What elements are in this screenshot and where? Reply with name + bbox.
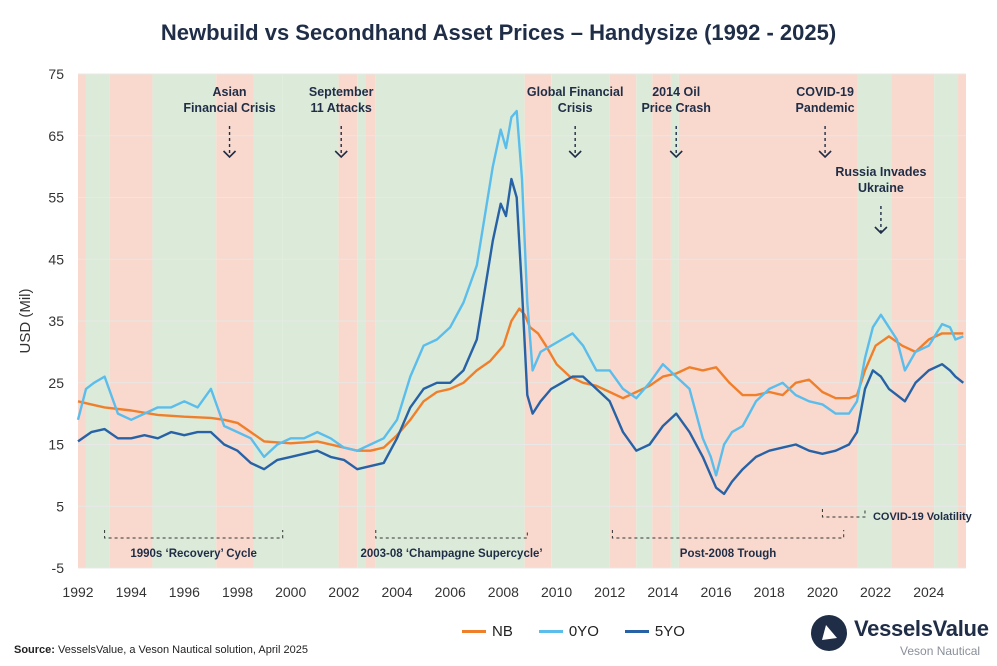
legend-swatch-0yo (538, 630, 563, 633)
x-tick-label: 1996 (169, 584, 200, 600)
y-tick-label: 65 (48, 128, 64, 144)
x-tick-label: 2008 (488, 584, 519, 600)
annotation-label: Financial Crisis (183, 101, 275, 115)
x-tick-label: 2006 (435, 584, 466, 600)
y-tick-label: 35 (48, 313, 64, 329)
source-note: Source: VesselsValue, a Veson Nautical s… (14, 644, 308, 656)
x-tick-label: 1998 (222, 584, 253, 600)
annotation-arrow-head (334, 150, 348, 159)
series-line-0yo (76, 109, 964, 477)
brand-name: VesselsValue (854, 616, 989, 641)
annotation-arrow-head (818, 150, 832, 159)
vesselsvalue-logo-icon (811, 615, 847, 651)
y-tick-label: 55 (48, 190, 64, 206)
x-tick-label: 2012 (594, 584, 625, 600)
x-tick-label: 1992 (62, 584, 93, 600)
period-bracket (104, 530, 284, 539)
legend-label-nb: NB (492, 623, 513, 640)
legend: NB 0YO 5YO (462, 623, 685, 640)
annotation-label: Crisis (558, 101, 593, 115)
legend-item-5yo: 5YO (624, 623, 685, 640)
period-bracket (375, 530, 528, 539)
annotation-arrow-head (874, 226, 888, 235)
period-label: 1990s ‘Recovery’ Cycle (130, 548, 257, 560)
y-tick-label: 15 (48, 437, 64, 453)
annotation-label: Russia Invades (835, 165, 926, 179)
y-tick-label: 25 (48, 375, 64, 391)
annotation-label: Ukraine (858, 181, 904, 195)
y-tick-label: 5 (56, 498, 64, 514)
source-label: Source: (14, 644, 55, 656)
x-tick-label: 2002 (328, 584, 359, 600)
annotation-label: Price Crash (641, 101, 710, 115)
y-axis-label: USD (Mil) (17, 289, 34, 354)
axes: -5 5 15 25 35 45 55 65 75 1992 1994 1996 1998 2000 200… (17, 66, 945, 600)
y-tick-label: 45 (48, 251, 64, 267)
x-tick-label: 2014 (647, 584, 678, 600)
annotation-label: Pandemic (796, 101, 855, 115)
x-tick-label: 2010 (541, 584, 572, 600)
legend-item-nb: NB (462, 623, 513, 640)
period-label: 2003-08 ‘Champagne Supercycle’ (360, 548, 542, 560)
annotation-label: 2014 Oil (652, 85, 700, 99)
annotation-label: 11 Attacks (311, 101, 372, 115)
x-tick-label: 1994 (116, 584, 147, 600)
legend-swatch-5yo (624, 630, 649, 633)
period-label: COVID-19 Volatility (873, 511, 973, 523)
series-lines (76, 109, 965, 496)
brand-sub: Veson Nautical (900, 644, 981, 658)
brand-logo: VesselsValue Veson Nautical (808, 610, 989, 662)
legend-swatch-nb (462, 630, 486, 633)
legend-label-5yo: 5YO (654, 623, 685, 640)
period-bracket (821, 509, 866, 518)
annotation-arrow-head (568, 150, 582, 159)
annotation-label: COVID-19 (796, 85, 854, 99)
x-tick-label: 2004 (381, 584, 412, 600)
annotation-label: Global Financial (527, 85, 624, 99)
period-label: Post-2008 Trough (680, 548, 777, 560)
x-tick-label: 2020 (807, 584, 838, 600)
source-text: VesselsValue, a Veson Nautical solution,… (58, 644, 308, 656)
annotations: Asian Financial Crisis September 11 Attacks… (183, 85, 926, 235)
legend-item-0yo: 0YO (538, 623, 599, 640)
annotation-arrow-head (222, 150, 237, 159)
x-tick-label: 2018 (754, 584, 785, 600)
annotation-label: Asian (213, 85, 247, 99)
legend-label-0yo: 0YO (568, 623, 599, 640)
x-tick-label: 2016 (701, 584, 732, 600)
y-tick-label: -5 (52, 560, 65, 576)
annotation-label: September (309, 85, 374, 99)
y-tick-label: 75 (48, 66, 64, 82)
x-tick-label: 2024 (913, 584, 944, 600)
period-brackets: 1990s ‘Recovery’ Cycle 2003-08 ‘Champagne… (104, 509, 973, 560)
series-line-5yo (77, 177, 965, 496)
x-tick-label: 2022 (860, 584, 891, 600)
chart-title: Newbuild vs Secondhand Asset Prices – Ha… (160, 20, 837, 45)
x-tick-label: 2000 (275, 584, 306, 600)
annotation-arrow-head (669, 150, 683, 159)
